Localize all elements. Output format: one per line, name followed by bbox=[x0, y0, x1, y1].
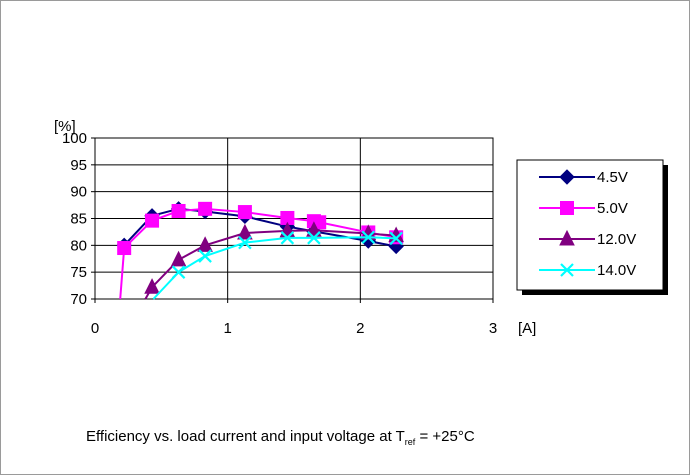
caption-subscript: ref bbox=[404, 437, 416, 447]
point-140v-6-stroke-b bbox=[361, 230, 376, 245]
point-50v-4 bbox=[198, 201, 213, 216]
legend-entry-45v: 4.5V bbox=[539, 169, 628, 186]
point-120v-3 bbox=[197, 236, 213, 252]
point-140v-6 bbox=[361, 230, 376, 245]
y-tick-label-5: 95 bbox=[70, 157, 87, 174]
legend-marker-140v-stroke-b bbox=[560, 263, 574, 277]
legend-entry-50v: 5.0V bbox=[539, 200, 628, 217]
caption-text-after: = +25°C bbox=[415, 428, 475, 445]
point-140v-2-stroke-b bbox=[198, 249, 212, 263]
point-140v-4 bbox=[280, 231, 295, 245]
y-tick-label-3: 85 bbox=[70, 211, 87, 228]
point-50v-1 bbox=[117, 241, 132, 256]
legend-label-140v: 14.0V bbox=[597, 262, 636, 279]
point-140v-7-stroke-b bbox=[389, 231, 403, 246]
legend-entry-140v: 14.0V bbox=[539, 262, 636, 279]
legend-box bbox=[516, 159, 664, 291]
legend: 4.5V 5.0V 12.0V 14.0V bbox=[516, 159, 668, 295]
point-140v-2 bbox=[198, 249, 212, 263]
legend-marker-140v bbox=[560, 263, 574, 277]
caption-text: Efficiency vs. load current and input vo… bbox=[86, 428, 405, 445]
y-axis-label: [%] bbox=[54, 118, 76, 135]
y-tick-label-6: 100 bbox=[62, 130, 87, 147]
legend-label-120v: 12.0V bbox=[597, 231, 636, 248]
y-axis-ticks: 70 75 80 85 90 95 100 bbox=[62, 130, 95, 308]
x-axis-label: [A] bbox=[518, 320, 536, 337]
x-tick-label-0: 0 bbox=[91, 320, 99, 337]
series-140v bbox=[152, 230, 403, 300]
legend-marker-45v bbox=[559, 169, 575, 185]
y-tick-label-1: 75 bbox=[70, 264, 87, 281]
legend-label-45v: 4.5V bbox=[597, 169, 628, 186]
point-140v-5 bbox=[307, 231, 321, 245]
point-120v-2 bbox=[170, 250, 187, 267]
point-140v-4-stroke-b bbox=[280, 231, 295, 245]
point-140v-3-stroke-b bbox=[238, 235, 252, 250]
point-120v-4 bbox=[237, 223, 253, 240]
x-axis-ticks: 0 1 2 3 bbox=[91, 299, 497, 337]
x-tick-label-3: 3 bbox=[489, 320, 497, 337]
point-50v-5 bbox=[237, 205, 252, 220]
point-140v-1-stroke-b bbox=[171, 265, 186, 279]
x-tick-label-2: 2 bbox=[356, 320, 364, 337]
y-tick-label-4: 90 bbox=[70, 184, 87, 201]
point-120v-1 bbox=[144, 278, 160, 294]
legend-label-50v: 5.0V bbox=[597, 200, 628, 217]
legend-entry-120v: 12.0V bbox=[539, 229, 636, 248]
legend-marker-120v bbox=[559, 229, 575, 246]
point-140v-1 bbox=[171, 265, 186, 279]
legend-marker-50v bbox=[560, 201, 574, 215]
point-140v-3 bbox=[238, 235, 252, 250]
point-140v-7 bbox=[389, 231, 403, 246]
point-140v-5-stroke-b bbox=[307, 231, 321, 245]
series-line-140v bbox=[152, 236, 397, 300]
point-50v-2 bbox=[145, 213, 160, 228]
y-tick-label-0: 70 bbox=[70, 291, 87, 308]
y-tick-label-2: 80 bbox=[70, 237, 87, 254]
x-tick-label-1: 1 bbox=[223, 320, 231, 337]
series-group bbox=[116, 201, 404, 300]
point-50v-3 bbox=[171, 203, 186, 218]
chart-caption: Efficiency vs. load current and input vo… bbox=[86, 428, 475, 447]
